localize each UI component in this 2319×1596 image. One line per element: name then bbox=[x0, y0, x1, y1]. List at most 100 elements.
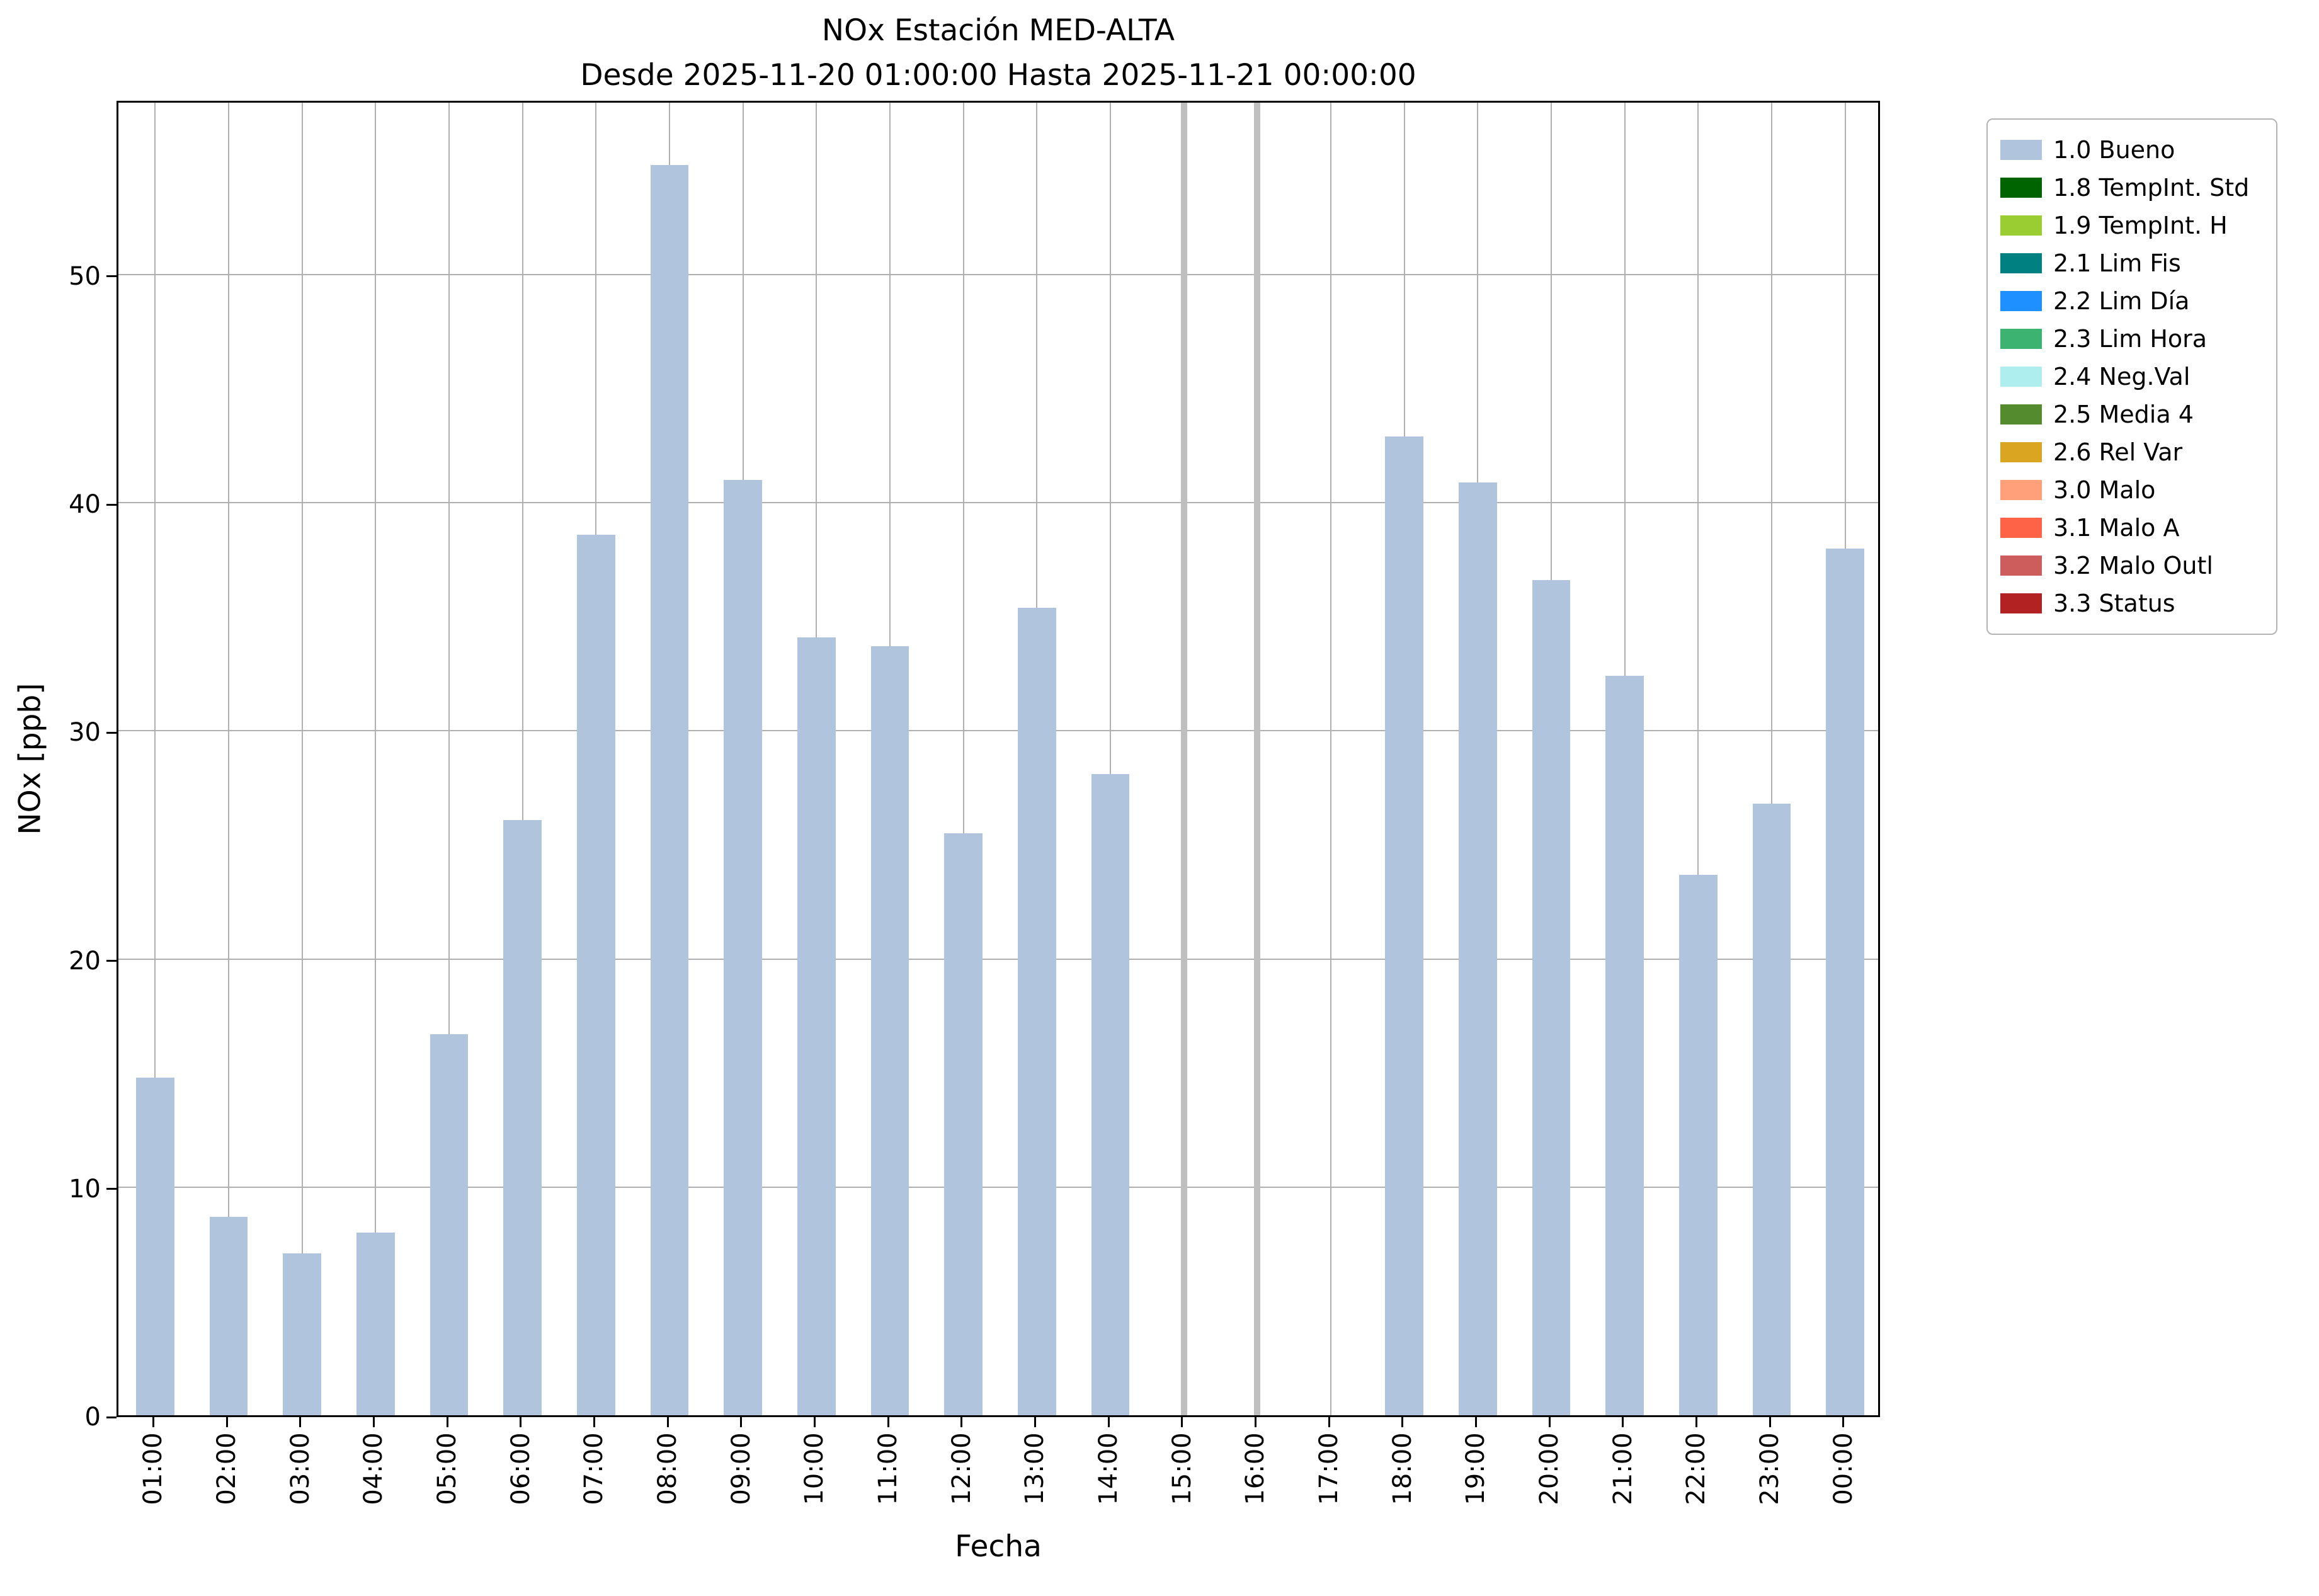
y-tick-mark bbox=[106, 960, 117, 962]
y-tick-label: 0 bbox=[84, 1403, 101, 1432]
legend-item-label: 1.8 TempInt. Std bbox=[2053, 174, 2250, 202]
legend-swatch-icon bbox=[2000, 291, 2042, 311]
bar bbox=[1091, 774, 1130, 1415]
y-tick-label: 40 bbox=[69, 490, 101, 520]
v-gridline bbox=[1110, 103, 1111, 1415]
y-tick-label: 20 bbox=[69, 946, 101, 976]
v-gridline bbox=[1771, 103, 1772, 1415]
x-tick-mark bbox=[1401, 1417, 1404, 1427]
x-tick-mark bbox=[887, 1417, 889, 1427]
bar bbox=[283, 1253, 321, 1415]
x-tick-mark bbox=[1181, 1417, 1183, 1427]
legend-item-label: 2.1 Lim Fis bbox=[2053, 249, 2181, 277]
x-tick-mark bbox=[1328, 1417, 1330, 1427]
x-tick-mark bbox=[1254, 1417, 1256, 1427]
h-gridline bbox=[118, 273, 1878, 275]
x-tick-mark bbox=[1474, 1417, 1477, 1427]
legend-item: 3.1 Malo A bbox=[2000, 509, 2264, 547]
x-tick-mark bbox=[960, 1417, 963, 1427]
x-tick-label-text: 21:00 bbox=[1608, 1432, 1638, 1505]
x-tick-mark bbox=[1695, 1417, 1697, 1427]
x-tick-label-text: 22:00 bbox=[1682, 1432, 1711, 1505]
legend-swatch-icon bbox=[2000, 442, 2042, 462]
legend-item: 2.4 Neg.Val bbox=[2000, 358, 2264, 396]
x-tick-label-text: 00:00 bbox=[1828, 1432, 1858, 1505]
legend-item-label: 2.3 Lim Hora bbox=[2053, 325, 2208, 353]
x-tick-mark bbox=[1107, 1417, 1110, 1427]
legend-item-label: 2.4 Neg.Val bbox=[2053, 363, 2191, 390]
legend-swatch-icon bbox=[2000, 253, 2042, 273]
x-tick-mark bbox=[1548, 1417, 1551, 1427]
bar bbox=[430, 1034, 469, 1415]
v-gridline bbox=[1330, 103, 1331, 1415]
x-tick-mark bbox=[520, 1417, 522, 1427]
x-tick-mark bbox=[446, 1417, 448, 1427]
x-tick-mark bbox=[593, 1417, 595, 1427]
y-tick-label: 10 bbox=[69, 1174, 101, 1204]
v-gridline bbox=[521, 103, 523, 1415]
legend-item-label: 3.3 Status bbox=[2053, 590, 2175, 617]
x-tick-label-text: 14:00 bbox=[1094, 1432, 1123, 1505]
legend-swatch-icon bbox=[2000, 556, 2042, 576]
h-gridline bbox=[118, 502, 1878, 504]
x-tick-label-text: 16:00 bbox=[1241, 1432, 1270, 1505]
bar bbox=[650, 165, 689, 1415]
bar bbox=[503, 819, 542, 1415]
y-axis-label-text: NOx [ppb] bbox=[13, 683, 48, 835]
bar bbox=[1459, 482, 1497, 1415]
x-tick-label-text: 08:00 bbox=[653, 1432, 682, 1505]
legend-swatch-icon bbox=[2000, 178, 2042, 198]
chart-title: NOx Estación MED-ALTA bbox=[821, 13, 1175, 48]
x-tick-mark bbox=[1034, 1417, 1036, 1427]
x-tick-mark bbox=[813, 1417, 816, 1427]
v-gridline bbox=[154, 103, 156, 1415]
bar bbox=[1605, 676, 1644, 1415]
legend-swatch-icon bbox=[2000, 518, 2042, 538]
v-gridline bbox=[301, 103, 303, 1415]
x-tick-mark bbox=[666, 1417, 669, 1427]
legend-swatch-icon bbox=[2000, 593, 2042, 613]
v-gridline bbox=[962, 103, 964, 1415]
legend-item-label: 1.9 TempInt. H bbox=[2053, 212, 2228, 239]
x-tick-mark bbox=[152, 1417, 154, 1427]
legend-item: 2.5 Media 4 bbox=[2000, 396, 2264, 433]
legend: 1.0 Bueno 1.8 TempInt. Std 1.9 TempInt. H 2… bbox=[1986, 118, 2277, 635]
bar bbox=[944, 833, 983, 1415]
legend-item-label: 3.2 Malo Outl bbox=[2053, 552, 2213, 579]
legend-swatch-icon bbox=[2000, 215, 2042, 236]
x-tick-label-text: 04:00 bbox=[359, 1432, 389, 1505]
x-tick-label-text: 18:00 bbox=[1387, 1432, 1417, 1505]
legend-item-label: 2.5 Media 4 bbox=[2053, 401, 2194, 428]
x-tick-mark bbox=[372, 1417, 375, 1427]
bar bbox=[1385, 436, 1423, 1415]
bar bbox=[136, 1077, 174, 1415]
h-gridline bbox=[118, 1186, 1878, 1188]
x-tick-label-text: 01:00 bbox=[139, 1432, 168, 1505]
bar bbox=[724, 479, 762, 1415]
legend-item: 2.1 Lim Fis bbox=[2000, 244, 2264, 282]
x-tick-label-text: 12:00 bbox=[947, 1432, 976, 1505]
y-tick-mark bbox=[106, 731, 117, 734]
h-gridline bbox=[118, 958, 1878, 960]
legend-swatch-icon bbox=[2000, 367, 2042, 387]
missing-data-marker bbox=[1254, 103, 1261, 1415]
y-tick-mark bbox=[106, 1416, 117, 1418]
bar bbox=[797, 637, 836, 1415]
legend-item: 1.8 TempInt. Std bbox=[2000, 169, 2264, 207]
plot-area bbox=[117, 101, 1880, 1417]
x-tick-label-text: 13:00 bbox=[1020, 1432, 1050, 1505]
bar bbox=[1018, 607, 1056, 1415]
legend-item: 2.2 Lim Día bbox=[2000, 282, 2264, 320]
legend-item-label: 2.6 Rel Var bbox=[2053, 438, 2183, 466]
legend-item: 3.3 Status bbox=[2000, 584, 2264, 622]
legend-item: 3.0 Malo bbox=[2000, 471, 2264, 509]
x-tick-mark bbox=[225, 1417, 228, 1427]
bar bbox=[1752, 804, 1791, 1415]
x-tick-label-text: 19:00 bbox=[1461, 1432, 1491, 1505]
x-axis-label: Fecha bbox=[955, 1529, 1042, 1564]
legend-item: 2.3 Lim Hora bbox=[2000, 320, 2264, 358]
bar bbox=[1679, 874, 1718, 1415]
bar bbox=[1826, 548, 1864, 1415]
x-tick-label-text: 15:00 bbox=[1167, 1432, 1197, 1505]
v-gridline bbox=[375, 103, 377, 1415]
